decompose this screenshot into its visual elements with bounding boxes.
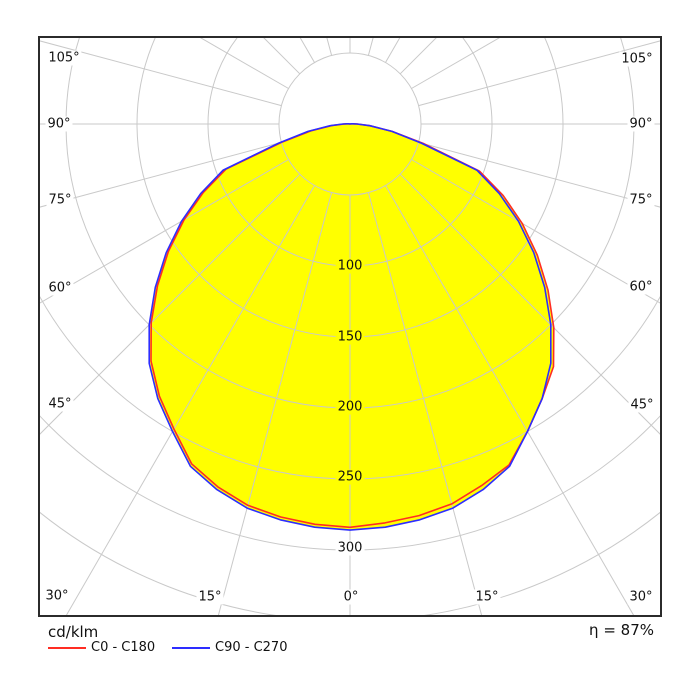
radial-tick-label: 100 <box>335 258 365 274</box>
efficiency-label: η = 87% <box>589 621 654 639</box>
angle-tick-label-left: 90° <box>45 116 73 132</box>
radial-tick-label: 300 <box>335 540 365 556</box>
angle-tick-label-right: 75° <box>627 192 655 208</box>
angle-tick-label-left: 75° <box>46 192 74 208</box>
angle-tick-label-bottom: 0° <box>341 589 361 605</box>
angle-tick-label-right: 90° <box>627 116 655 132</box>
angle-tick-label-right: 45° <box>628 397 656 413</box>
radial-tick-label: 200 <box>335 399 365 415</box>
units-label: cd/klm <box>48 623 99 641</box>
legend-label-c0-c180: C0 - C180 <box>91 640 156 655</box>
angle-tick-label-left: 30° <box>43 588 71 604</box>
angle-tick-label-left: 105° <box>46 50 82 66</box>
angle-tick-label-bottom: 15° <box>473 589 501 605</box>
intensity-curve-c90-c270 <box>148 123 552 531</box>
angle-tick-label-left: 45° <box>46 396 74 412</box>
legend-label-c90-c270: C90 - C270 <box>215 640 288 655</box>
radial-tick-label: 250 <box>335 469 365 485</box>
angle-tick-label-left: 60° <box>46 280 74 296</box>
angle-tick-label-right: 105° <box>619 51 655 67</box>
angle-tick-label-right: 60° <box>627 279 655 295</box>
radial-tick-label: 150 <box>335 329 365 345</box>
legend-line-c0-c180 <box>48 647 86 649</box>
plot-frame <box>38 36 662 617</box>
angle-tick-label-bottom: 15° <box>196 589 224 605</box>
angle-tick-label-right: 30° <box>627 589 655 605</box>
legend-line-c90-c270 <box>172 647 210 649</box>
